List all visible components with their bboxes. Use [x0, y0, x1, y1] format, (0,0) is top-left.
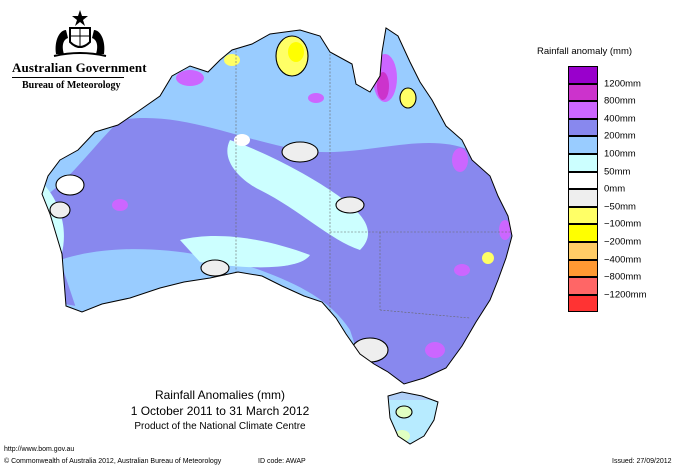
legend-tick-label: 50mm [604, 166, 631, 178]
legend-swatch [568, 171, 598, 190]
government-logo [8, 8, 132, 103]
legend-swatch [568, 154, 598, 172]
legend-swatch [568, 83, 598, 102]
legend-tick-label: 100mm [604, 148, 636, 160]
issued-date: Issued: 27/09/2012 [612, 458, 672, 465]
legend-tick-label: 0mm [604, 183, 626, 195]
legend-swatch [568, 136, 598, 154]
legend-tick-label: 200mm [604, 130, 636, 142]
government-name: Australian Government [12, 60, 147, 75]
map-product: Product of the National Climate Centre [134, 421, 306, 432]
legend-tick-label: 1200mm [604, 78, 641, 90]
legend-swatch [568, 66, 598, 84]
bureau-name: Bureau of Meteorology [22, 80, 121, 91]
legend-tick-label: −400mm [604, 254, 642, 266]
legend-swatch [568, 101, 598, 119]
legend-swatch [568, 118, 598, 137]
copyright-text: © Commonwealth of Australia 2012, Austra… [4, 458, 222, 465]
legend-swatch [568, 206, 598, 225]
legend-tick-label: −50mm [604, 201, 636, 213]
legend-swatch [568, 189, 598, 207]
legend-swatch [568, 224, 598, 242]
map-title: Rainfall Anomalies (mm) [154, 388, 286, 402]
logo-divider [12, 77, 124, 78]
legend-tick-label: −100mm [604, 218, 642, 230]
bom-url-link[interactable]: http://www.bom.gov.au [4, 446, 75, 453]
legend-swatch [568, 294, 598, 313]
legend-tick-label: −1200mm [604, 289, 647, 301]
legend-swatch [568, 259, 598, 278]
legend-swatch [568, 277, 598, 295]
coat-of-arms-icon [53, 10, 107, 57]
legend-tick-label: 800mm [604, 95, 636, 107]
id-code: ID code: AWAP [258, 458, 306, 465]
legend-swatch [568, 242, 598, 260]
map-period: 1 October 2011 to 31 March 2012 [130, 404, 310, 418]
legend-tick-label: 400mm [604, 113, 636, 125]
legend-title: Rainfall anomaly (mm) [537, 46, 633, 57]
legend-tick-label: −800mm [604, 271, 642, 283]
legend-tick-label: −200mm [604, 236, 642, 248]
